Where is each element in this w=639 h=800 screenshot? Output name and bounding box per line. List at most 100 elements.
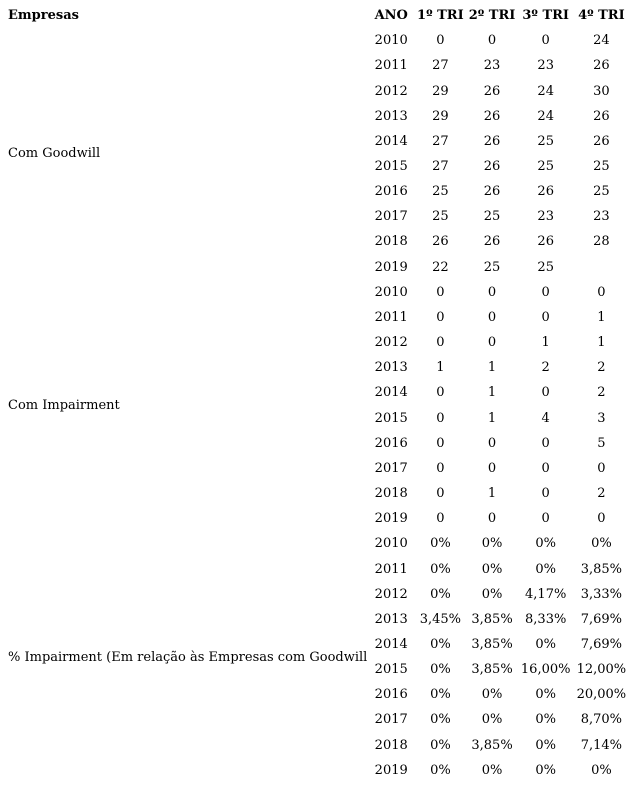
value-cell: 3,85% — [471, 662, 513, 678]
col-header-ano: ANO — [374, 8, 408, 24]
value-cell: 1 — [597, 309, 606, 325]
value-cell: 3 — [597, 410, 606, 426]
col-header-empresas: Empresas — [8, 8, 79, 24]
col-header-1tri: 1º TRI — [417, 8, 464, 24]
table-row: 2011 0% 0% 0% 3,85% — [0, 556, 630, 581]
table-row: 2015 0 1 4 3 — [0, 406, 630, 431]
value-cell: 3,33% — [580, 586, 623, 602]
value-cell: 0% — [535, 737, 556, 753]
value-cell: 0 — [436, 335, 445, 351]
value-cell: 29 — [432, 83, 449, 99]
table-row: 2017 25 25 23 23 — [0, 204, 630, 229]
value-cell: 0 — [436, 309, 445, 325]
table-row: % Impairment (Em relação às Empresas com… — [0, 531, 630, 664]
value-cell: 26 — [483, 159, 501, 175]
value-cell: 23 — [593, 209, 610, 225]
value-cell: 25 — [593, 184, 610, 200]
table-row: Com Goodwill 2010 0 0 0 24 — [0, 28, 630, 161]
table-row: 2018 0 1 0 2 — [0, 481, 630, 506]
year-cell: 2019 — [374, 511, 408, 527]
table-row: 2019 0% 0% 0% 0% — [0, 758, 630, 783]
year-cell: 2018 — [374, 486, 408, 502]
year-cell: 2017 — [374, 712, 408, 728]
col-header-3tri: 3º TRI — [522, 8, 570, 24]
value-cell: 0% — [481, 762, 503, 778]
year-cell: 2010 — [374, 284, 408, 300]
value-cell: 4 — [541, 410, 550, 426]
value-cell: 2 — [597, 360, 606, 376]
value-cell: 0% — [535, 536, 556, 552]
table-row: 2014 0% 3,85% 0% 7,69% — [0, 632, 630, 657]
year-cell: 2015 — [374, 410, 408, 426]
col-header-2tri: 2º TRI — [468, 8, 516, 24]
value-cell: 0 — [541, 435, 550, 451]
value-cell: 0 — [541, 385, 550, 401]
value-cell: 0% — [430, 586, 451, 602]
value-cell: 29 — [432, 108, 449, 124]
value-cell: 0 — [541, 284, 550, 300]
year-cell: 2019 — [374, 762, 408, 778]
year-cell: 2017 — [374, 209, 408, 225]
year-cell: 2016 — [374, 687, 408, 703]
value-cell: 26 — [483, 234, 501, 250]
year-cell: 2013 — [374, 360, 408, 376]
table-row: 2016 25 26 26 25 — [0, 179, 630, 204]
value-cell: 0% — [535, 687, 556, 703]
value-cell: 25 — [483, 259, 501, 275]
value-cell: 0 — [541, 33, 550, 49]
value-cell: 0 — [436, 460, 445, 476]
year-cell: 2012 — [374, 335, 408, 351]
value-cell: 0 — [487, 511, 497, 527]
value-cell: 0% — [430, 662, 451, 678]
value-cell — [573, 255, 630, 280]
table-row: 2019 22 25 25 — [0, 255, 630, 280]
year-cell: 2018 — [374, 234, 408, 250]
value-cell: 24 — [537, 108, 554, 124]
value-cell: 0 — [436, 284, 445, 300]
value-cell: 26 — [593, 58, 610, 74]
year-cell: 2015 — [374, 662, 408, 678]
value-cell: 25 — [483, 209, 501, 225]
value-cell: 26 — [593, 108, 610, 124]
value-cell: 25 — [432, 184, 449, 200]
value-cell: 0% — [430, 536, 451, 552]
year-cell: 2011 — [374, 561, 408, 577]
value-cell: 0% — [430, 737, 451, 753]
value-cell: 26 — [537, 184, 554, 200]
value-cell: 2 — [597, 385, 606, 401]
value-cell: 25 — [593, 159, 610, 175]
year-cell: 2014 — [374, 636, 408, 652]
value-cell: 5 — [597, 435, 606, 451]
value-cell: 26 — [483, 184, 501, 200]
value-cell: 0% — [430, 561, 451, 577]
year-cell: 2016 — [374, 184, 408, 200]
table-row: 2019 0 0 0 0 — [0, 506, 630, 531]
value-cell: 0% — [535, 762, 556, 778]
value-cell: 1 — [487, 410, 497, 426]
year-cell: 2019 — [374, 259, 408, 275]
value-cell: 0 — [541, 460, 550, 476]
value-cell: 1 — [487, 486, 497, 502]
table-row: 2016 0% 0% 0% 20,00% — [0, 682, 630, 707]
goodwill-impairment-table: Empresas ANO 1º TRI 2º TRI 3º TRI 4º TRI… — [0, 3, 630, 783]
value-cell: 26 — [483, 108, 501, 124]
value-cell: 0% — [430, 636, 451, 652]
value-cell: 27 — [432, 159, 449, 175]
table-row: Com Impairment 2010 0 0 0 0 — [0, 280, 630, 413]
value-cell: 0% — [430, 762, 451, 778]
table-row: 2017 0% 0% 0% 8,70% — [0, 707, 630, 732]
value-cell: 1 — [487, 385, 497, 401]
table-row: 2013 3,45% 3,85% 8,33% 7,69% — [0, 607, 630, 632]
year-cell: 2011 — [374, 58, 408, 74]
year-cell: 2012 — [374, 586, 408, 602]
value-cell: 0% — [535, 561, 556, 577]
year-cell: 2012 — [374, 83, 408, 99]
value-cell: 12,00% — [576, 662, 627, 678]
value-cell: 0% — [430, 712, 451, 728]
value-cell: 27 — [432, 58, 449, 74]
value-cell: 0 — [541, 486, 550, 502]
table-row: 2014 0 1 0 2 — [0, 380, 630, 405]
year-cell: 2014 — [374, 133, 408, 149]
value-cell: 0 — [487, 435, 497, 451]
table-row: 2017 0 0 0 0 — [0, 456, 630, 481]
